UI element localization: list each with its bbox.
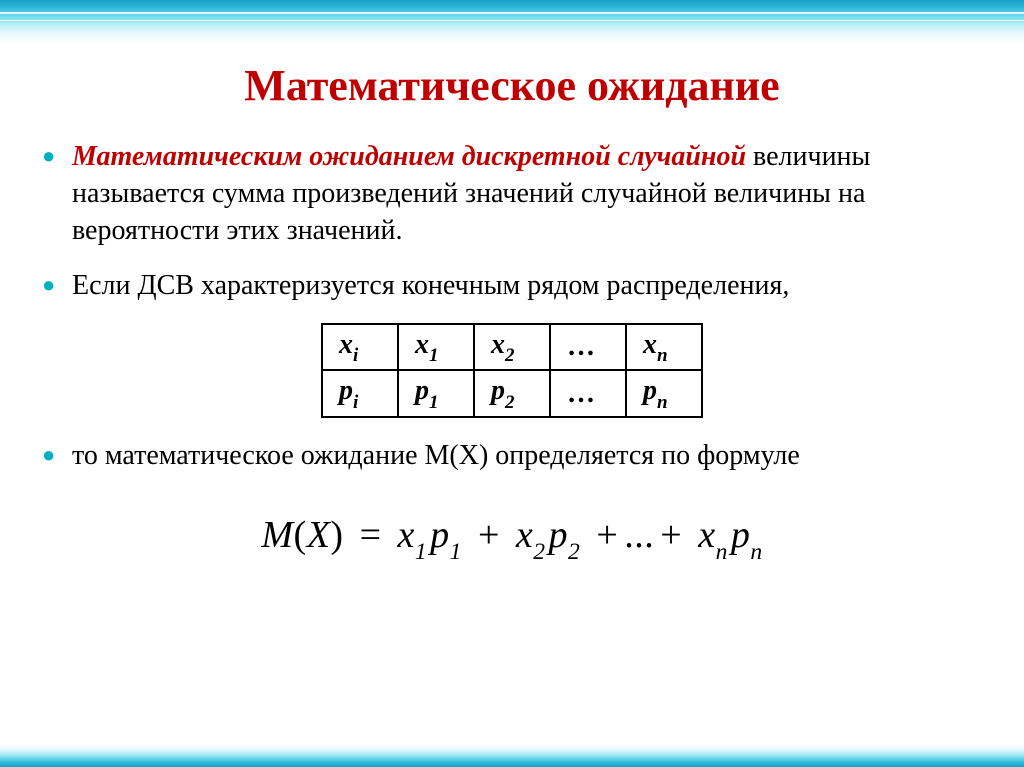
table-cell: p1	[398, 370, 474, 417]
expectation-formula: M(X) = x1p1 + x2p2 +...+ xnpn	[36, 513, 988, 563]
slide-title: Математическое ожидание	[36, 60, 988, 111]
distribution-table: xi x1 x2 … xn pi p1 p2 … pn	[321, 323, 703, 418]
bullet-item-3: то математическое ожидание М(Х) определя…	[36, 438, 988, 475]
table-row: pi p1 p2 … pn	[322, 370, 702, 417]
table-cell: …	[550, 324, 626, 371]
table-cell: x2	[474, 324, 550, 371]
slide-bottom-border	[0, 745, 1024, 767]
bullet-list: Математическим ожиданием дискретной случ…	[36, 139, 988, 305]
definition-emphasis: Математическим ожиданием дискретной случ…	[72, 141, 746, 172]
slide-content: Математическое ожидание Математическим о…	[0, 50, 1024, 743]
border-line	[0, 12, 1024, 14]
table-cell: p2	[474, 370, 550, 417]
slide-top-border	[0, 0, 1024, 44]
table-cell: …	[550, 370, 626, 417]
bullet-list-2: то математическое ожидание М(Х) определя…	[36, 438, 988, 475]
table-cell: xn	[626, 324, 702, 371]
table-cell: x1	[398, 324, 474, 371]
bullet-item-2: Если ДСВ характеризуется конечным рядом …	[36, 268, 988, 305]
table-cell: pi	[322, 370, 398, 417]
table-cell: pn	[626, 370, 702, 417]
table-row: xi x1 x2 … xn	[322, 324, 702, 371]
table-cell: xi	[322, 324, 398, 371]
border-line	[0, 20, 1024, 21]
bullet-item-1: Математическим ожиданием дискретной случ…	[36, 139, 988, 250]
